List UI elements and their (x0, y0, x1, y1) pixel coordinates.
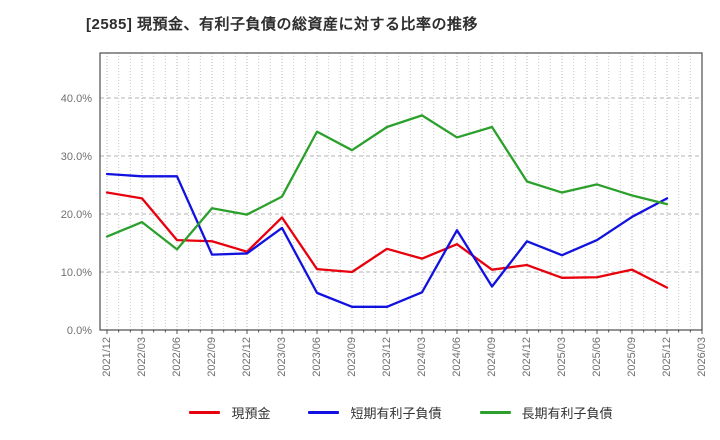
short-term-debt-line-swatch-icon (308, 411, 340, 414)
series-line-0 (105, 191, 669, 289)
y-tick-label: 40.0% (61, 93, 92, 105)
chart-title: [2585] 現預金、有利子負債の総資産に対する比率の推移 (86, 16, 479, 33)
x-tick-label: 2025/06 (591, 337, 603, 377)
x-tick-label: 2021/12 (101, 337, 113, 377)
x-tick-label: 2022/03 (136, 337, 148, 377)
legend-item-long-term-debt: 長期有利子負債 (479, 403, 613, 422)
legend-label-short-term-debt: 短期有利子負債 (350, 406, 442, 421)
x-tick-label: 2022/06 (171, 337, 183, 377)
long-term-debt-line-swatch-icon (479, 411, 511, 414)
legend-item-cash: 現預金 (189, 403, 270, 422)
chart-legend: 現預金 短期有利子負債 長期有利子負債 (41, 403, 720, 422)
x-tick-label: 2022/12 (241, 337, 253, 377)
x-tick-label: 2023/09 (346, 337, 358, 377)
x-tick-label: 2025/12 (661, 337, 673, 377)
y-tick-label: 0.0% (67, 325, 92, 337)
y-tick-label: 20.0% (61, 209, 92, 221)
x-tick-label: 2026/03 (696, 337, 708, 377)
x-tick-label: 2024/12 (521, 337, 533, 377)
x-tick-label: 2024/06 (451, 337, 463, 377)
legend-label-long-term-debt: 長期有利子負債 (521, 406, 613, 421)
x-tick-label: 2023/03 (276, 337, 288, 377)
x-tick-label: 2024/03 (416, 337, 428, 377)
x-tick-label: 2024/09 (486, 337, 498, 377)
y-tick-label: 30.0% (61, 151, 92, 163)
x-tick-label: 2022/09 (206, 337, 218, 377)
cash-line-swatch-icon (189, 411, 221, 414)
legend-item-short-term-debt: 短期有利子負債 (308, 403, 442, 422)
x-tick-label: 2023/06 (311, 337, 323, 377)
y-tick-label: 10.0% (61, 267, 92, 279)
x-tick-label: 2025/03 (556, 337, 568, 377)
series-line-2 (105, 114, 669, 251)
x-tick-label: 2025/09 (626, 337, 638, 377)
series-line-1 (105, 172, 669, 308)
plot-border (99, 52, 703, 331)
legend-label-cash: 現預金 (231, 406, 271, 421)
x-tick-label: 2023/12 (381, 337, 393, 377)
